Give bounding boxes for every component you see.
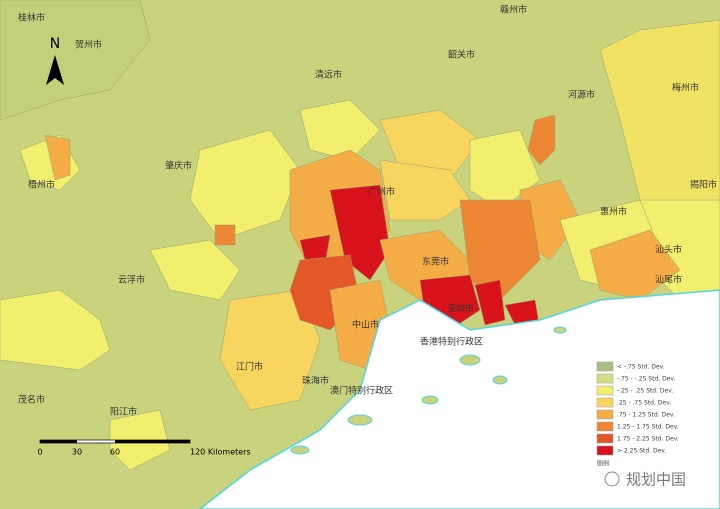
legend-label: < -.75 Std. Dev.	[617, 364, 665, 371]
place-label: 中山市	[352, 319, 379, 331]
legend-swatch	[596, 373, 614, 384]
place-labels: 桂林市 贺州市 赣州市 清远市 韶关市 梅州市 河源市 揭阳市 汕头市 肇庆市 …	[18, 4, 717, 418]
legend-label: 1.25 - 1.75 Std. Dev.	[617, 424, 679, 431]
legend-label: -.75 - -.25 Std. Dev.	[617, 376, 675, 383]
legend-label: > 2.25 Std. Dev.	[617, 448, 666, 455]
legend-label: .25 - .75 Std. Dev.	[617, 400, 671, 407]
place-label: 梅州市	[672, 82, 699, 94]
place-label: 汕头市	[655, 244, 682, 256]
place-label: 河源市	[568, 89, 595, 101]
legend-swatch	[596, 361, 614, 372]
watermark-icon	[604, 471, 620, 487]
legend-swatch	[596, 421, 614, 432]
north-label: N	[50, 36, 60, 52]
place-label: 阳江市	[110, 406, 137, 418]
place-label: 云浮市	[118, 274, 145, 286]
place-label: 肇庆市	[165, 160, 192, 172]
scale-tick: 30	[72, 448, 82, 457]
place-label: 茂名市	[18, 394, 45, 406]
place-label: 汕尾市	[655, 274, 682, 286]
legend-swatch	[596, 433, 614, 444]
place-label: 贺州市	[75, 39, 102, 51]
place-label: 揭阳市	[690, 179, 717, 191]
islands	[290, 326, 567, 455]
place-label: 广州市	[368, 186, 395, 198]
legend-label: -.25 - .25 Std. Dev.	[617, 388, 673, 395]
place-label: 深圳市	[447, 303, 474, 315]
watermark: 规划中国	[626, 471, 686, 489]
legend-footer: 图例	[597, 460, 609, 468]
legend-swatch	[596, 409, 614, 420]
place-label: 赣州市	[500, 4, 527, 16]
place-label: 惠州市	[600, 206, 627, 218]
legend-label: 1.75 - 2.25 Std. Dev.	[617, 436, 679, 443]
legend-swatch	[596, 385, 614, 396]
place-label: 梧州市	[28, 179, 55, 191]
scale-tick: 0	[37, 448, 42, 457]
legend-swatch	[596, 445, 614, 456]
north-arrow: N	[46, 36, 64, 85]
place-label: 珠海市	[302, 375, 329, 387]
place-label: 澳门特别行政区	[330, 385, 393, 397]
place-label: 江门市	[236, 361, 263, 373]
place-label: 香港特别行政区	[420, 336, 483, 348]
place-label: 桂林市	[18, 12, 45, 24]
regions	[0, 0, 720, 471]
place-label: 韶关市	[448, 49, 475, 61]
scale-bar: 0 30 60 120 Kilometers	[37, 439, 251, 457]
place-label: 东莞市	[422, 256, 449, 268]
legend-swatch	[596, 397, 614, 408]
legend: < -.75 Std. Dev. -.75 - -.25 Std. Dev. -.2…	[592, 358, 696, 472]
place-label: 清远市	[315, 69, 342, 81]
legend-label: .75 - 1.25 Std. Dev.	[617, 412, 675, 419]
scale-tick: 60	[110, 448, 120, 457]
scale-tick: 120 Kilometers	[190, 448, 251, 457]
sea	[198, 289, 720, 509]
